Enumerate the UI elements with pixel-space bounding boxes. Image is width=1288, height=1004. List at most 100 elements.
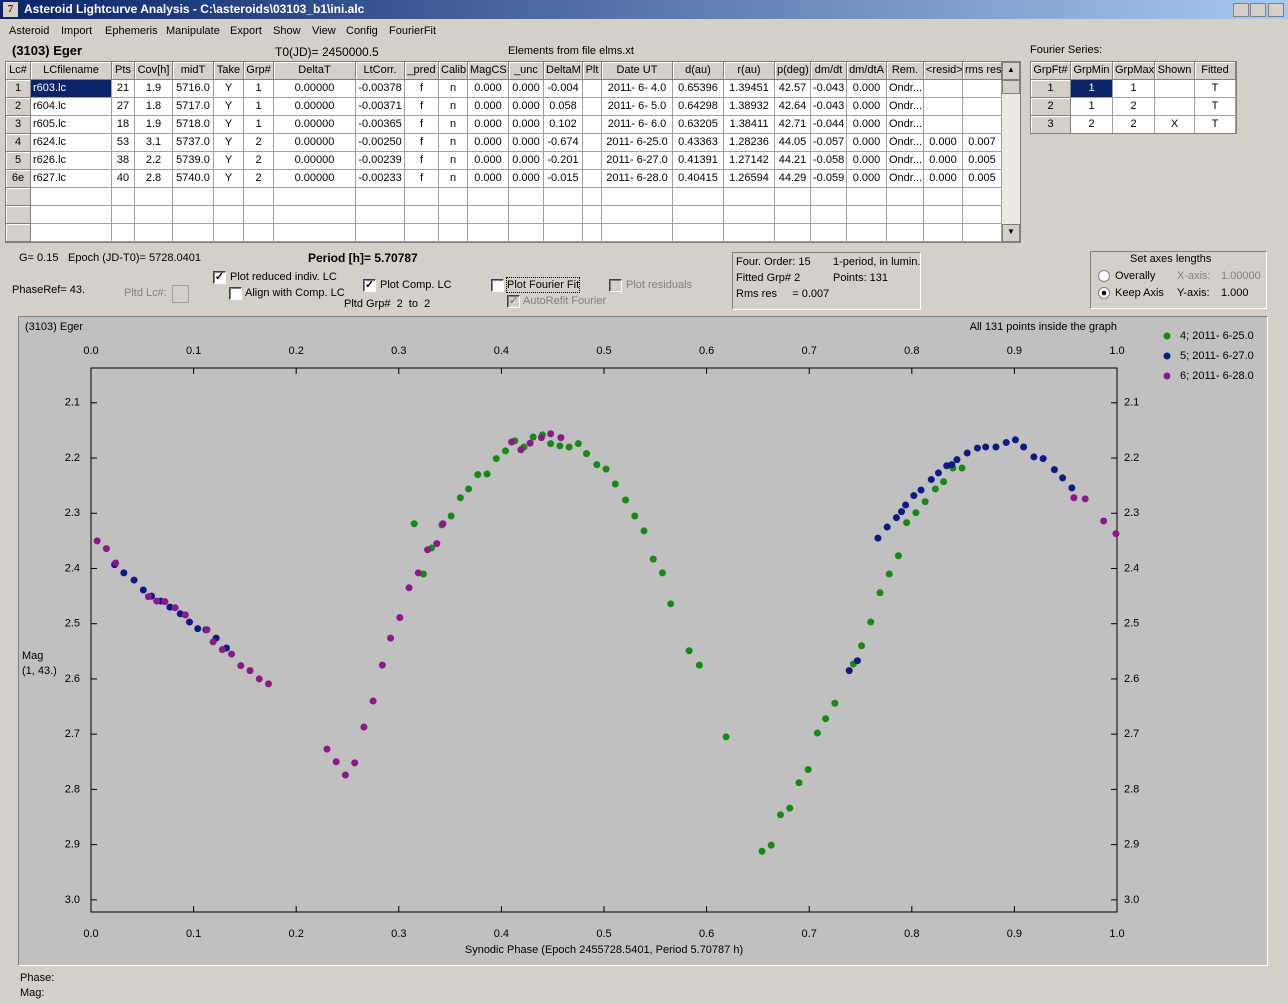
menu-item[interactable]: View xyxy=(312,25,336,37)
table-cell[interactable]: f xyxy=(405,98,439,116)
menu-item[interactable]: Asteroid xyxy=(9,25,50,37)
table-cell[interactable] xyxy=(847,224,887,242)
table-cell[interactable] xyxy=(963,224,1002,242)
table-cell[interactable]: Ondr... xyxy=(887,98,924,116)
autorefit-checkbox[interactable]: ✓ xyxy=(507,295,520,308)
table-cell[interactable]: 0.000 xyxy=(924,134,963,152)
table-cell[interactable] xyxy=(509,188,544,206)
table-cell[interactable] xyxy=(544,188,583,206)
menu-item[interactable]: Manipulate xyxy=(166,25,220,37)
row-header[interactable] xyxy=(6,206,31,224)
table-cell[interactable] xyxy=(509,206,544,224)
table-cell[interactable]: 5716.0 xyxy=(173,80,214,98)
table-cell[interactable] xyxy=(963,116,1002,134)
row-header[interactable]: 5 xyxy=(6,152,31,170)
close-button[interactable] xyxy=(1268,3,1284,17)
minimize-button[interactable] xyxy=(1233,3,1249,17)
table-cell[interactable]: 0.007 xyxy=(963,134,1002,152)
table-cell[interactable]: 0.000 xyxy=(847,116,887,134)
table-cell[interactable]: -0.00233 xyxy=(356,170,405,188)
table-cell[interactable] xyxy=(135,224,173,242)
table-cell[interactable]: 44.29 xyxy=(775,170,811,188)
table-cell[interactable]: n xyxy=(439,170,468,188)
table-cell[interactable]: n xyxy=(439,152,468,170)
table-cell[interactable] xyxy=(544,206,583,224)
table-cell[interactable]: 0.43363 xyxy=(673,134,724,152)
table-cell[interactable] xyxy=(439,224,468,242)
table-cell[interactable]: 0.000 xyxy=(924,152,963,170)
table-cell[interactable]: f xyxy=(405,134,439,152)
table-cell[interactable]: 1 xyxy=(1071,98,1113,116)
table-cell[interactable] xyxy=(583,98,602,116)
table-cell[interactable]: 0.000 xyxy=(847,80,887,98)
table-cell[interactable] xyxy=(963,188,1002,206)
table-cell[interactable]: 3.1 xyxy=(135,134,173,152)
table-cell[interactable] xyxy=(583,116,602,134)
table-cell[interactable]: 0.64298 xyxy=(673,98,724,116)
table-cell[interactable]: f xyxy=(405,152,439,170)
scroll-thumb[interactable] xyxy=(1002,80,1020,94)
keep-axis-radio[interactable] xyxy=(1098,287,1110,299)
table-cell[interactable]: 0.65396 xyxy=(673,80,724,98)
table-cell[interactable] xyxy=(356,206,405,224)
scrollbar[interactable]: ▲ ▼ xyxy=(1002,62,1020,242)
table-cell[interactable] xyxy=(214,224,244,242)
table-cell[interactable] xyxy=(135,206,173,224)
table-cell[interactable]: T xyxy=(1195,116,1236,133)
table-cell[interactable]: 0.000 xyxy=(509,152,544,170)
table-cell[interactable] xyxy=(583,188,602,206)
table-cell[interactable]: 1.39451 xyxy=(724,80,775,98)
restore-button[interactable] xyxy=(1250,3,1266,17)
table-cell[interactable]: 2 xyxy=(244,170,274,188)
table-cell[interactable]: 38 xyxy=(112,152,135,170)
table-cell[interactable] xyxy=(112,206,135,224)
table-cell[interactable] xyxy=(405,206,439,224)
table-cell[interactable]: -0.057 xyxy=(811,134,847,152)
table-cell[interactable]: 1.27142 xyxy=(724,152,775,170)
table-cell[interactable] xyxy=(673,224,724,242)
table-cell[interactable]: 2 xyxy=(244,152,274,170)
table-cell[interactable]: r627.lc xyxy=(31,170,112,188)
table-cell[interactable]: 27 xyxy=(112,98,135,116)
table-cell[interactable] xyxy=(583,152,602,170)
table-cell[interactable]: 2011- 6- 5.0 xyxy=(602,98,673,116)
table-cell[interactable]: -0.015 xyxy=(544,170,583,188)
table-cell[interactable]: 0.000 xyxy=(509,98,544,116)
table-cell[interactable]: 0.005 xyxy=(963,152,1002,170)
table-cell[interactable]: n xyxy=(439,116,468,134)
menu-item[interactable]: FourierFit xyxy=(389,25,437,37)
table-cell[interactable]: -0.201 xyxy=(544,152,583,170)
table-cell[interactable] xyxy=(244,188,274,206)
table-cell[interactable] xyxy=(468,206,509,224)
table-cell[interactable] xyxy=(583,170,602,188)
table-cell[interactable]: 0.000 xyxy=(847,98,887,116)
table-cell[interactable]: -0.004 xyxy=(544,80,583,98)
table-cell[interactable]: 0.000 xyxy=(847,134,887,152)
menu-item[interactable]: Config xyxy=(346,25,378,37)
table-cell[interactable] xyxy=(468,224,509,242)
table-cell[interactable]: 1 xyxy=(244,80,274,98)
scroll-up[interactable]: ▲ xyxy=(1002,62,1020,80)
table-cell[interactable] xyxy=(887,206,924,224)
table-cell[interactable] xyxy=(274,224,356,242)
table-cell[interactable]: 2 xyxy=(244,134,274,152)
table-cell[interactable] xyxy=(724,188,775,206)
table-cell[interactable] xyxy=(924,80,963,98)
table-cell[interactable]: 0.000 xyxy=(847,170,887,188)
table-cell[interactable] xyxy=(724,224,775,242)
table-cell[interactable]: 5737.0 xyxy=(173,134,214,152)
row-header[interactable] xyxy=(6,188,31,206)
table-cell[interactable]: 0.00000 xyxy=(274,116,356,134)
row-header[interactable]: 6e xyxy=(6,170,31,188)
table-cell[interactable]: 5740.0 xyxy=(173,170,214,188)
table-cell[interactable] xyxy=(31,188,112,206)
table-cell[interactable]: r624.lc xyxy=(31,134,112,152)
table-cell[interactable]: 0.000 xyxy=(468,152,509,170)
plot-fourier-checkbox[interactable] xyxy=(491,279,504,292)
table-cell[interactable]: T xyxy=(1195,80,1236,98)
table-cell[interactable] xyxy=(135,188,173,206)
plot-reduced-checkbox[interactable]: ✓ xyxy=(213,271,226,284)
menu-item[interactable]: Import xyxy=(61,25,93,37)
table-cell[interactable] xyxy=(112,224,135,242)
table-cell[interactable]: 0.00000 xyxy=(274,152,356,170)
